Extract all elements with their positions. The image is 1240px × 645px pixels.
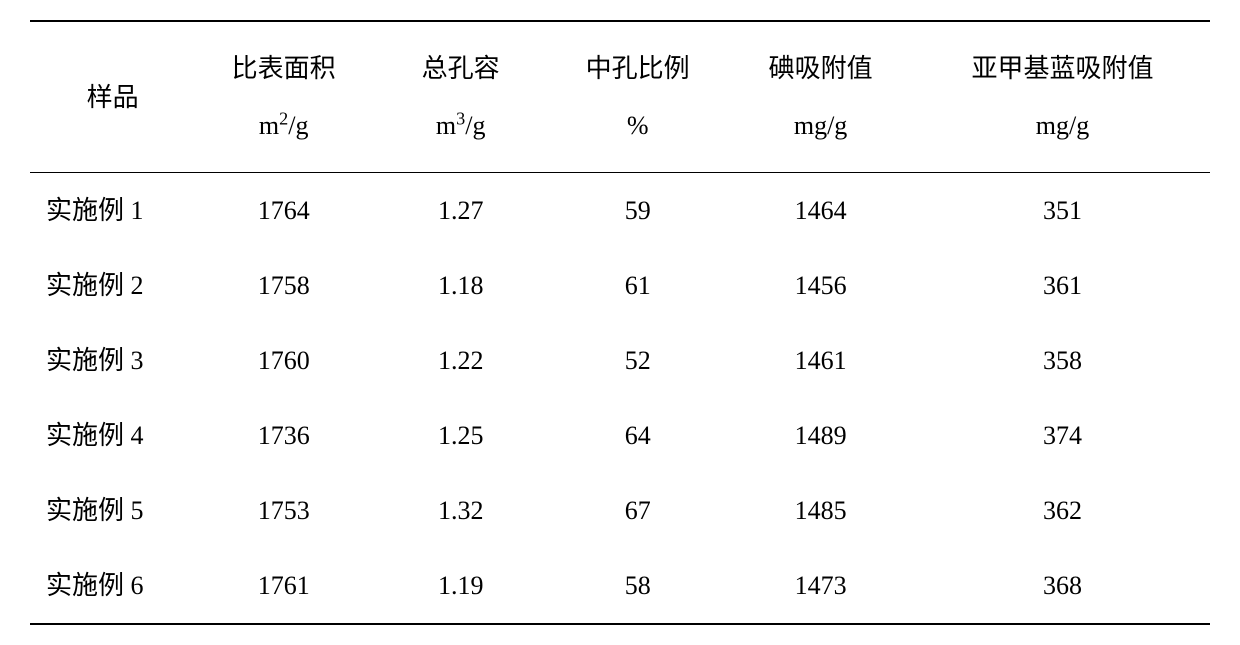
col-header-mesopore: 中孔比例 %	[549, 21, 726, 173]
cell-iodine: 1461	[726, 323, 915, 398]
table-row: 实施例 6 1761 1.19 58 1473 368	[30, 548, 1210, 624]
cell-iodine: 1485	[726, 473, 915, 548]
header-label: 中孔比例	[557, 40, 718, 97]
cell-surface-area: 1758	[195, 248, 372, 323]
cell-sample: 实施例 4	[30, 398, 195, 473]
header-label: 碘吸附值	[734, 40, 907, 97]
cell-surface-area: 1736	[195, 398, 372, 473]
cell-surface-area: 1760	[195, 323, 372, 398]
cell-sample: 实施例 2	[30, 248, 195, 323]
table-row: 实施例 5 1753 1.32 67 1485 362	[30, 473, 1210, 548]
table-body: 实施例 1 1764 1.27 59 1464 351 实施例 2 1758 1…	[30, 173, 1210, 625]
cell-mesopore: 58	[549, 548, 726, 624]
cell-methylene-blue: 358	[915, 323, 1210, 398]
cell-pore-volume: 1.25	[372, 398, 549, 473]
cell-mesopore: 52	[549, 323, 726, 398]
cell-sample: 实施例 5	[30, 473, 195, 548]
header-unit: m3/g	[380, 97, 541, 154]
cell-iodine: 1456	[726, 248, 915, 323]
table-row: 实施例 1 1764 1.27 59 1464 351	[30, 173, 1210, 249]
cell-methylene-blue: 351	[915, 173, 1210, 249]
cell-methylene-blue: 368	[915, 548, 1210, 624]
cell-mesopore: 61	[549, 248, 726, 323]
cell-sample: 实施例 3	[30, 323, 195, 398]
header-label: 亚甲基蓝吸附值	[923, 40, 1202, 97]
header-row: 样品 比表面积 m2/g 总孔容 m3/g 中孔比例 % 碘吸附值 mg/g 亚…	[30, 21, 1210, 173]
col-header-methylene-blue: 亚甲基蓝吸附值 mg/g	[915, 21, 1210, 173]
cell-methylene-blue: 374	[915, 398, 1210, 473]
header-label: 比表面积	[203, 40, 364, 97]
cell-mesopore: 59	[549, 173, 726, 249]
table-row: 实施例 4 1736 1.25 64 1489 374	[30, 398, 1210, 473]
header-unit: mg/g	[734, 97, 907, 154]
header-unit: mg/g	[923, 97, 1202, 154]
data-table: 样品 比表面积 m2/g 总孔容 m3/g 中孔比例 % 碘吸附值 mg/g 亚…	[30, 20, 1210, 625]
cell-pore-volume: 1.19	[372, 548, 549, 624]
table-head: 样品 比表面积 m2/g 总孔容 m3/g 中孔比例 % 碘吸附值 mg/g 亚…	[30, 21, 1210, 173]
col-header-iodine: 碘吸附值 mg/g	[726, 21, 915, 173]
header-label: 样品	[38, 69, 187, 126]
header-unit: m2/g	[203, 97, 364, 154]
cell-pore-volume: 1.22	[372, 323, 549, 398]
cell-mesopore: 67	[549, 473, 726, 548]
cell-methylene-blue: 362	[915, 473, 1210, 548]
cell-sample: 实施例 6	[30, 548, 195, 624]
cell-iodine: 1473	[726, 548, 915, 624]
cell-pore-volume: 1.32	[372, 473, 549, 548]
cell-iodine: 1489	[726, 398, 915, 473]
header-unit: %	[557, 97, 718, 154]
cell-pore-volume: 1.27	[372, 173, 549, 249]
col-header-pore-volume: 总孔容 m3/g	[372, 21, 549, 173]
header-label: 总孔容	[380, 40, 541, 97]
cell-mesopore: 64	[549, 398, 726, 473]
cell-surface-area: 1761	[195, 548, 372, 624]
cell-sample: 实施例 1	[30, 173, 195, 249]
cell-surface-area: 1764	[195, 173, 372, 249]
table-row: 实施例 2 1758 1.18 61 1456 361	[30, 248, 1210, 323]
col-header-sample: 样品	[30, 21, 195, 173]
table-row: 实施例 3 1760 1.22 52 1461 358	[30, 323, 1210, 398]
cell-methylene-blue: 361	[915, 248, 1210, 323]
col-header-surface-area: 比表面积 m2/g	[195, 21, 372, 173]
cell-surface-area: 1753	[195, 473, 372, 548]
cell-pore-volume: 1.18	[372, 248, 549, 323]
cell-iodine: 1464	[726, 173, 915, 249]
